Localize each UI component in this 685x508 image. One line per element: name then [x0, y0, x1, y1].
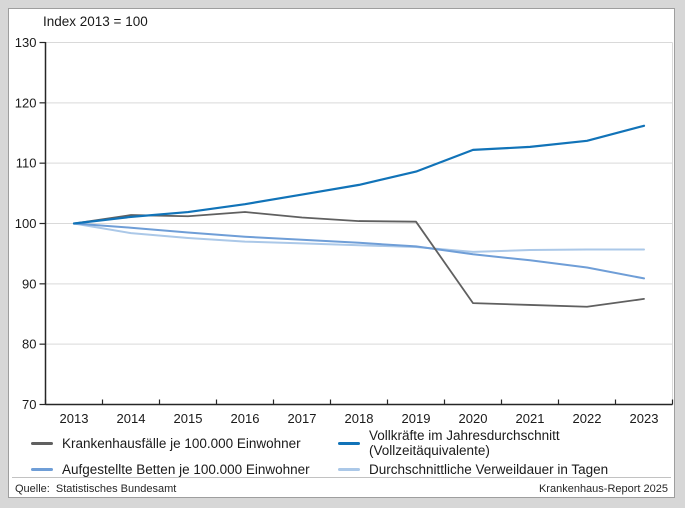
y-axis-label: 100: [15, 216, 37, 231]
x-axis-label: 2020: [459, 411, 488, 426]
series-line-0: [73, 211, 645, 308]
legend-label: Aufgestellte Betten je 100.000 Einwohner: [62, 461, 310, 477]
y-axis-label: 70: [22, 397, 36, 412]
report-figure-panel: Index 2013 = 100 70 80 90 100 110 120 130 2013 2…: [8, 8, 675, 498]
source-label: Quelle:: [15, 483, 50, 495]
chart-title: Index 2013 = 100: [43, 14, 148, 29]
x-axis-label: 2021: [516, 411, 545, 426]
legend-swatch-icon: [31, 441, 53, 445]
x-axis-label: 2019: [402, 411, 431, 426]
legend-item-0: Krankenhausfälle je 100.000 Einwohner: [31, 430, 338, 456]
legend-label: Durchschnittliche Verweildauer in Tagen: [369, 461, 609, 477]
legend-swatch-icon: [338, 441, 360, 445]
source-note: Quelle: Statistisches Bundesamt: [15, 483, 176, 495]
x-axis-label: 2018: [345, 411, 374, 426]
series-line-2: [72, 124, 646, 225]
legend-item-3: Durchschnittliche Verweildauer in Tagen: [338, 456, 668, 482]
x-axis-label: 2016: [231, 411, 260, 426]
series-line-3: [73, 222, 645, 253]
y-axis-label: 90: [22, 276, 36, 291]
y-axis-label: 80: [22, 337, 36, 352]
x-axis-label: 2023: [630, 411, 659, 426]
legend-item-2: Vollkräfte im Jahresdurchschnitt (Vollze…: [338, 428, 668, 458]
x-axis-label: 2014: [117, 411, 146, 426]
legend-label: Krankenhausfälle je 100.000 Einwohner: [62, 435, 301, 451]
report-credit: Krankenhaus-Report 2025: [538, 483, 668, 495]
legend-swatch-icon: [338, 467, 360, 471]
chart-legend: Krankenhausfälle je 100.000 Einwohner Auf…: [31, 428, 668, 482]
x-axis-label: 2013: [60, 411, 89, 426]
legend-label: Vollkräfte im Jahresdurchschnitt (Vollze…: [369, 428, 560, 458]
legend-item-1: Aufgestellte Betten je 100.000 Einwohner: [31, 456, 338, 482]
y-axis-label: 130: [15, 35, 37, 50]
figure-footer: Quelle: Statistisches Bundesamt Krankenha…: [12, 477, 671, 495]
x-axis-label: 2017: [288, 411, 317, 426]
legend-swatch-icon: [31, 467, 53, 471]
line-chart: 70 80 90 100 110 120 130 2013 2014 2015 2016 2017 20…: [15, 35, 674, 426]
series-line-1: [73, 222, 645, 280]
y-axis-label: 120: [15, 95, 37, 110]
x-axis-label: 2022: [573, 411, 602, 426]
x-axis-label: 2015: [174, 411, 203, 426]
source-text: Statistisches Bundesamt: [55, 483, 177, 495]
y-axis-label: 110: [16, 156, 37, 171]
